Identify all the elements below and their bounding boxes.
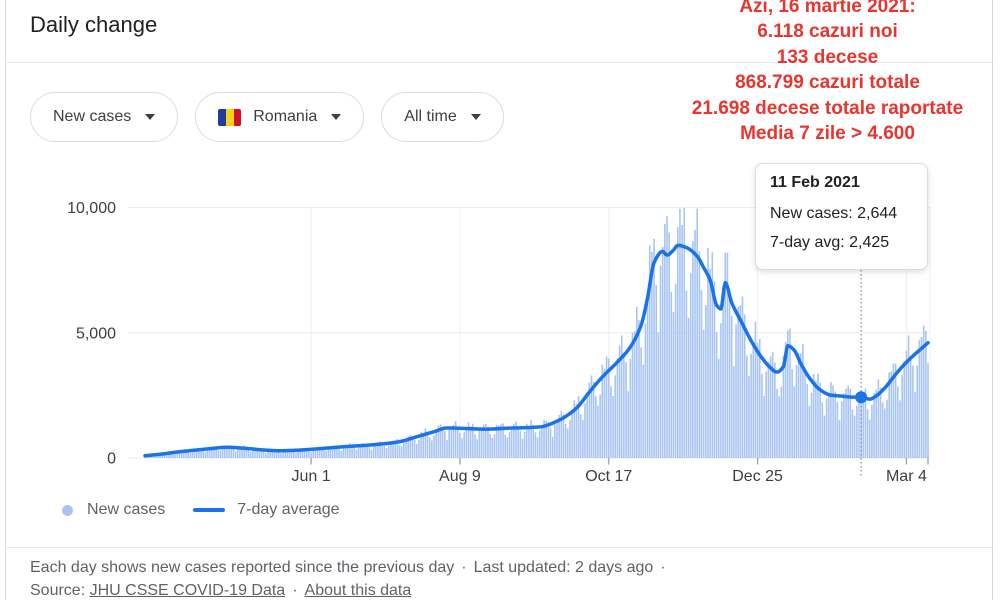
tooltip-date: 11 Feb 2021 [770, 174, 860, 191]
window-right-border [992, 0, 993, 600]
separator-dot: · [461, 559, 467, 576]
y-axis: 0 5,000 10,000 [67, 200, 116, 468]
metric-dropdown[interactable]: New cases [30, 92, 179, 142]
svg-text:Dec 25: Dec 25 [732, 468, 783, 485]
source-link[interactable]: JHU CSSE COVID-19 Data [89, 582, 286, 599]
new-cases-swatch-icon [62, 504, 73, 516]
svg-text:Mar 4: Mar 4 [886, 468, 927, 485]
chevron-down-icon [145, 114, 156, 120]
svg-text:10,000: 10,000 [67, 200, 116, 217]
svg-text:Aug 9: Aug 9 [439, 468, 481, 485]
highlight-dot [855, 391, 868, 404]
chevron-down-icon [470, 114, 481, 120]
header-divider [5, 62, 993, 63]
footer-description: Each day shows new cases reported since … [30, 559, 455, 576]
country-dropdown[interactable]: Romania [195, 92, 365, 142]
last-updated-text: Last updated: 2 days ago [473, 559, 654, 576]
window-left-border [5, 0, 6, 600]
page-title: Daily change [30, 12, 158, 37]
x-axis: Jun 1 Aug 9 Oct 17 Dec 25 Mar 4 [292, 458, 929, 485]
separator-dot: · [292, 582, 298, 599]
romania-flag-icon [218, 108, 242, 126]
about-data-link[interactable]: About this data [304, 582, 412, 599]
chevron-down-icon [331, 114, 342, 120]
source-label: Source: [30, 582, 86, 599]
separator-dot: · [660, 559, 666, 576]
footer: Each day shows new cases reported since … [30, 556, 980, 600]
footer-line-1: Each day shows new cases reported since … [30, 556, 980, 579]
svg-text:5,000: 5,000 [76, 325, 116, 342]
footer-line-2: Source: JHU CSSE COVID-19 Data · About thi… [30, 579, 980, 600]
chart-legend: New cases 7-day average [62, 501, 340, 519]
chart-tooltip: 11 Feb 2021 New cases: 2,644 7-day avg: … [755, 163, 928, 270]
svg-text:Oct 17: Oct 17 [585, 468, 632, 485]
7day-average-swatch-icon [193, 507, 226, 513]
country-dropdown-label: Romania [253, 108, 318, 125]
tooltip-7day-avg: 7-day avg: 2,425 [770, 234, 890, 251]
legend-new-cases-label: New cases [87, 501, 166, 518]
new-cases-bars [144, 207, 929, 458]
svg-text:Jun 1: Jun 1 [292, 468, 331, 485]
svg-text:0: 0 [107, 451, 116, 468]
timerange-dropdown[interactable]: All time [381, 92, 504, 142]
filter-bar: New cases Romania All time [30, 92, 504, 142]
7day-average-line [143, 243, 930, 458]
tooltip-new-cases: New cases: 2,644 [770, 205, 898, 222]
metric-dropdown-label: New cases [53, 108, 132, 125]
timerange-dropdown-label: All time [404, 108, 457, 125]
legend-7day-average-label: 7-day average [237, 501, 340, 518]
footer-divider [5, 547, 993, 548]
